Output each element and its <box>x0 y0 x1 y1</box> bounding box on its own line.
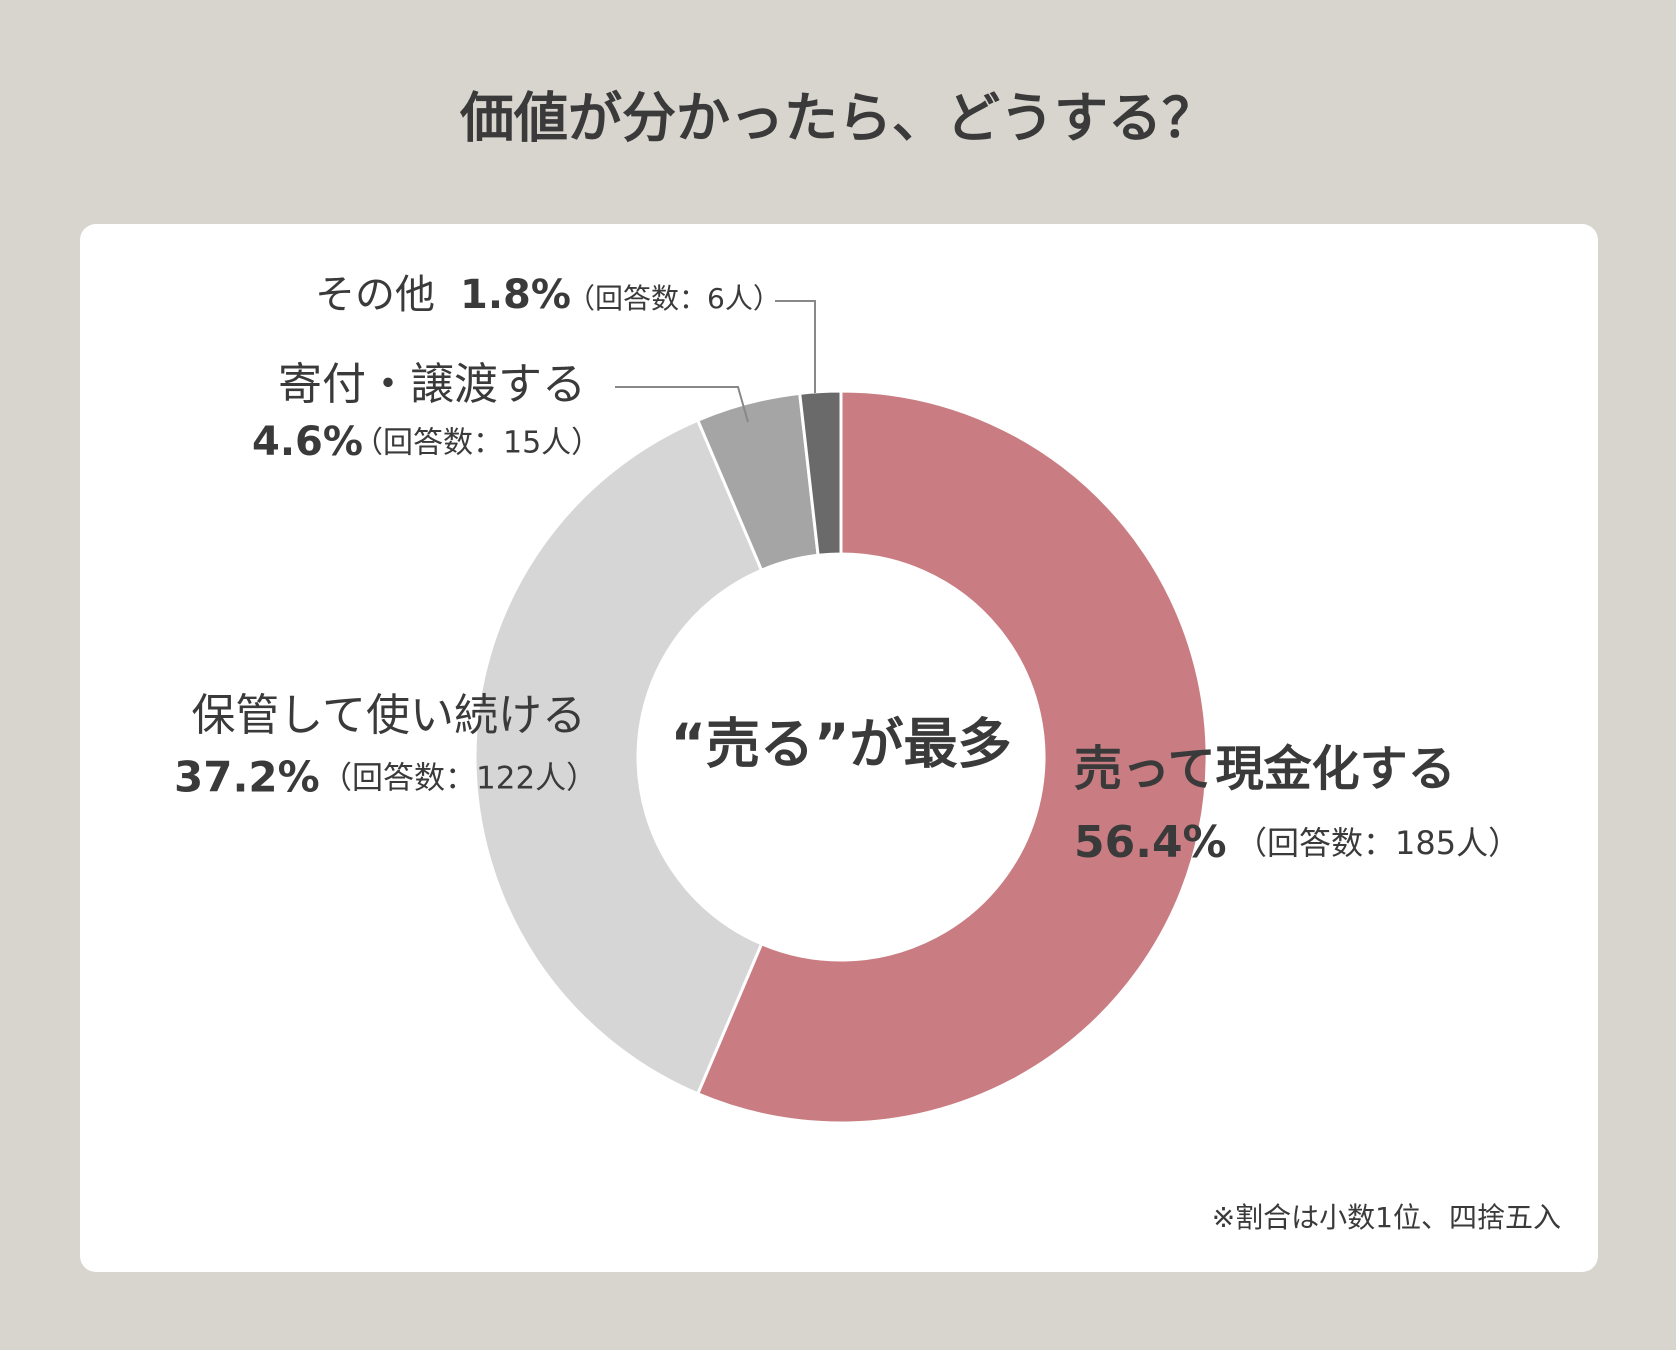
count-label: （回答数：15人） <box>353 426 601 461</box>
category-label: 売って現金化する <box>1074 741 1456 797</box>
donut-slice <box>473 418 764 1096</box>
count-label: （回答数：122人） <box>321 761 597 797</box>
leader-line <box>775 300 816 393</box>
value-label: 56.4% <box>1074 817 1227 868</box>
value-label: 1.8% <box>460 272 571 318</box>
donut-slice <box>695 389 1209 1125</box>
category-label: 寄付・譲渡する <box>278 359 586 410</box>
note: ※割合は小数1位、四捨五入 <box>1212 1201 1561 1234</box>
value-label: 4.6% <box>252 419 363 465</box>
donut-slice <box>798 389 843 557</box>
donut-chart <box>473 389 1209 1125</box>
leader-line <box>615 386 749 423</box>
category-label: 保管して使い続ける <box>191 690 586 741</box>
count-label: （回答数：185人） <box>1235 824 1520 862</box>
value-label: 37.2% <box>174 753 320 802</box>
chart-title: 価値が分かったら、どうする？ <box>459 87 1216 150</box>
center-label: “売る”が最多 <box>671 713 1012 776</box>
count-label: （回答数：6人） <box>567 282 781 315</box>
card <box>80 224 1598 1272</box>
category-label: その他 <box>315 272 435 318</box>
